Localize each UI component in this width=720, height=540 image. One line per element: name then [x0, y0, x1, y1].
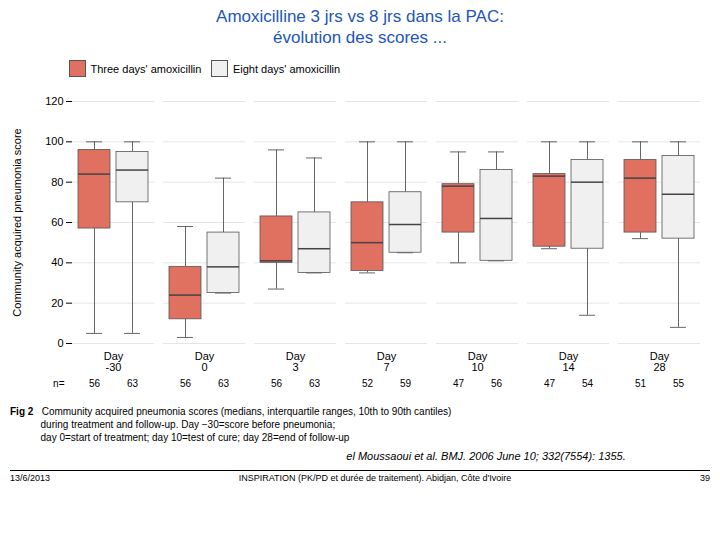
- svg-text:40: 40: [51, 256, 63, 268]
- svg-text:n=: n=: [53, 377, 65, 388]
- svg-text:80: 80: [51, 175, 63, 187]
- svg-text:51: 51: [635, 377, 647, 388]
- svg-text:55: 55: [673, 377, 685, 388]
- html-text:Three days' amoxicillin: Three days' amoxicillin: [90, 62, 202, 75]
- svg-text:120: 120: [45, 95, 63, 107]
- svg-text:63: 63: [127, 377, 139, 388]
- svg-text:59: 59: [400, 377, 412, 388]
- svg-text:Day7: Day7: [377, 350, 397, 373]
- svg-text:Day0: Day0: [195, 350, 215, 373]
- svg-text:20: 20: [51, 296, 63, 308]
- html-text:Fig 2 Community acquired pneum: Fig 2 Community acquired pneumonia score…: [10, 405, 452, 443]
- svg-text:56: 56: [180, 377, 192, 388]
- svg-text:Community acquired pneumonia s: Community acquired pneumonia score: [11, 128, 23, 316]
- svg-text:56: 56: [89, 377, 101, 388]
- html-text:el Moussaoui et al. BMJ. 2006: el Moussaoui et al. BMJ. 2006 June 10; 3…: [346, 449, 626, 462]
- html-text:INSPIRATION (PK/PD et durée de: INSPIRATION (PK/PD et durée de traitemen…: [238, 472, 512, 483]
- svg-text:52: 52: [362, 377, 374, 388]
- html-text:Eight days' amoxicillin: Eight days' amoxicillin: [232, 62, 341, 75]
- svg-text:47: 47: [544, 377, 556, 388]
- html-text:39: 39: [700, 472, 710, 483]
- svg-text:63: 63: [309, 377, 321, 388]
- html-text:13/6/2013: 13/6/2013: [10, 472, 50, 483]
- svg-text:54: 54: [582, 377, 594, 388]
- svg-text:60: 60: [51, 216, 63, 228]
- svg-text:Day28: Day28: [650, 350, 670, 373]
- svg-text:Day-30: Day-30: [104, 350, 124, 373]
- svg-text:63: 63: [218, 377, 230, 388]
- svg-text:0: 0: [57, 337, 63, 349]
- svg-text:47: 47: [453, 377, 465, 388]
- svg-text:Day10: Day10: [468, 350, 488, 373]
- svg-text:Day3: Day3: [286, 350, 306, 373]
- html-text:Amoxicilline 3 jrs vs 8 jrs da: Amoxicilline 3 jrs vs 8 jrs dans la PAC:…: [216, 7, 504, 47]
- svg-text:56: 56: [271, 377, 283, 388]
- svg-text:100: 100: [45, 135, 63, 147]
- svg-text:Day14: Day14: [559, 350, 579, 373]
- svg-text:56: 56: [491, 377, 503, 388]
